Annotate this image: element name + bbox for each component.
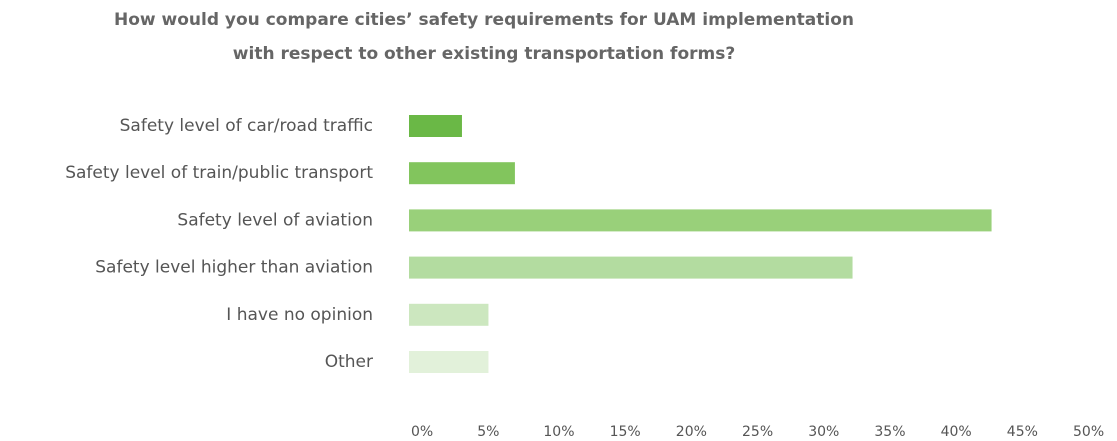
x-tick-label: 15% xyxy=(610,424,641,440)
bar xyxy=(409,303,489,326)
category-label: Safety level of car/road traffic xyxy=(120,116,373,136)
x-tick-label: 25% xyxy=(742,424,773,440)
category-label: Safety level of train/public transport xyxy=(65,163,373,183)
x-tick-label: 30% xyxy=(808,424,839,440)
x-tick-label: 5% xyxy=(477,424,499,440)
x-tick-label: 10% xyxy=(543,424,574,440)
chart-title: with respect to other existing transport… xyxy=(233,44,735,64)
bar xyxy=(409,256,853,279)
x-tick-label: 50% xyxy=(1073,424,1104,440)
bar xyxy=(409,209,992,232)
bar xyxy=(409,162,515,185)
chart-title: How would you compare cities’ safety req… xyxy=(114,10,854,30)
x-tick-label: 35% xyxy=(874,424,905,440)
category-label: Other xyxy=(325,352,373,372)
x-tick-label: 45% xyxy=(1007,424,1038,440)
x-tick-label: 0% xyxy=(411,424,433,440)
bar xyxy=(409,115,462,137)
bar xyxy=(409,351,489,373)
category-label: Safety level higher than aviation xyxy=(95,258,373,278)
x-tick-label: 40% xyxy=(941,424,972,440)
x-tick-label: 20% xyxy=(676,424,707,440)
category-label: I have no opinion xyxy=(226,305,373,325)
category-label: Safety level of aviation xyxy=(177,210,373,230)
